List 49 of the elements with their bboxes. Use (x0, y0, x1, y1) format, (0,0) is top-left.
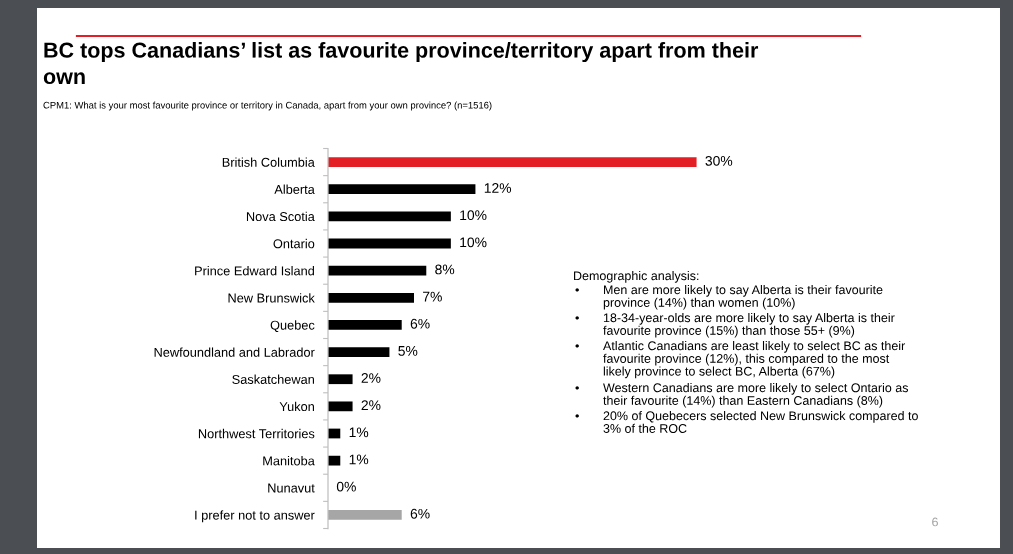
data-label: 1% (349, 427, 369, 438)
chart-title: BC tops Canadians’ list as favourite province/territory apart from their own (43, 42, 759, 85)
y-tick-label: Prince Edward Island (195, 266, 314, 276)
y-tick-label: Nova Scotia (246, 211, 315, 222)
y-tick-label: Quebec (270, 320, 315, 332)
chart-subtitle: CPM1: What is your most favourite province or territory in Canada, apart from your own province? (n=1516) (43, 101, 492, 111)
data-label: 12% (484, 183, 512, 193)
y-tick-label: Yukon (279, 401, 314, 412)
y-tick-label: New Brunswick (228, 293, 315, 303)
bar (328, 347, 390, 357)
y-tick-label: British Columbia (222, 157, 315, 167)
bar (328, 184, 476, 195)
bar (328, 374, 353, 385)
annotation: Demographic analysis: (574, 271, 699, 283)
y-tick-label: Newfoundland and Labrador (154, 347, 315, 357)
data-label: 1% (349, 454, 369, 465)
text: • Atlantic Canadians are least likely to select BC as their favourite province (12%), this compared to the most likely province to select BC, Alberta (67%) (575, 341, 906, 379)
data-label: 0% (336, 481, 356, 492)
data-label: 6% (410, 318, 430, 329)
data-label: 5% (398, 346, 418, 356)
bar (328, 510, 402, 520)
bar (328, 292, 414, 303)
bar (328, 320, 402, 330)
bar (328, 238, 451, 249)
bar (328, 157, 697, 167)
y-tick-label: Nunavut (268, 483, 315, 493)
data-label: 8% (435, 264, 455, 275)
bar (328, 211, 451, 222)
y-tick-label: Ontario (273, 238, 315, 249)
text: • Men are more likely to say Alberta is their favourite province (14%) than women (10%) (575, 285, 883, 310)
y-tick-label: Alberta (274, 184, 315, 194)
y-tick-label: I prefer not to answer (195, 510, 315, 523)
y-tick-label: Saskatchewan (232, 374, 314, 384)
data-label: 10% (460, 210, 487, 221)
data-label: 30% (705, 155, 733, 166)
bar (328, 455, 341, 466)
text: • 18-34-year-olds are more likely to say Alberta is their favourite province (15%) than those 55+ (9%) (575, 313, 895, 338)
data-label: 2% (361, 400, 381, 411)
data-label: 6% (410, 508, 430, 519)
bar (328, 401, 353, 412)
y-tick-label: Northwest Territories (198, 428, 315, 439)
data-label: 7% (423, 291, 442, 302)
text: 6 (932, 517, 938, 527)
data-label: 10% (460, 237, 487, 248)
text: • Western Canadians are more likely to select Ontario as their favourite (14%) than Eastern Canadians (8%) (575, 383, 909, 408)
text: • 20% of Quebecers selected New Brunswick compared to 3% of the ROC (575, 411, 918, 433)
bar (328, 265, 427, 276)
data-label: 2% (361, 373, 381, 383)
y-tick-label: Manitoba (263, 456, 315, 466)
